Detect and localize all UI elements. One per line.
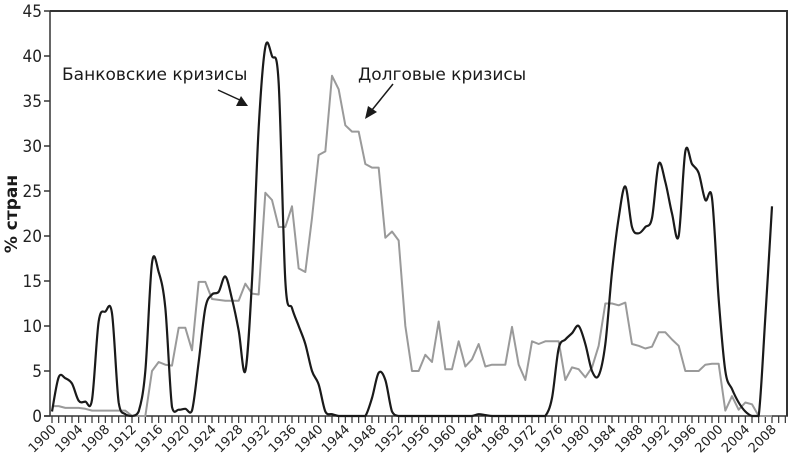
plot-frame	[44, 10, 788, 417]
arrow-icon	[236, 96, 248, 106]
x-tick-label: 2000	[692, 422, 726, 456]
x-tick-label: 1928	[212, 422, 246, 456]
x-tick-label: 1904	[52, 422, 86, 456]
annotation-banking-label: Банковские кризисы	[62, 65, 247, 85]
annotation-debt-label: Долговые кризисы	[358, 65, 526, 85]
y-tick-label: 45	[23, 2, 42, 22]
series-lines	[50, 41, 774, 418]
annotation-banking-arrow-line	[217, 89, 243, 102]
x-tick-label: 1996	[666, 422, 700, 456]
x-tick-label: 1948	[346, 422, 380, 456]
y-tick-label: 10	[23, 317, 42, 337]
x-tick-label: 1916	[132, 422, 166, 456]
x-tick-label: 1932	[239, 422, 273, 456]
x-tick-label: 1912	[106, 422, 140, 456]
arrow-icon	[365, 106, 377, 119]
y-tick-label: 0	[32, 407, 42, 427]
x-tick-label: 1992	[639, 422, 673, 456]
x-tick-label: 1988	[612, 422, 646, 456]
x-axis-ticks: 1900190419081912191619201924192819321936…	[26, 416, 786, 456]
y-tick-label: 25	[23, 182, 42, 202]
banking-crises-line	[50, 41, 774, 418]
x-tick-label: 1936	[266, 422, 300, 456]
y-axis-label: % стран	[2, 175, 22, 253]
y-tick-label: 5	[32, 362, 42, 382]
debt-crises-line	[52, 74, 772, 417]
y-tick-label: 20	[23, 227, 42, 247]
x-tick-label: 1952	[372, 422, 406, 456]
y-tick-label: 30	[23, 137, 42, 157]
y-axis-ticks: 0 5 10 15 20 25 30 35 40 45	[23, 2, 50, 427]
x-tick-label: 1900	[26, 422, 60, 456]
x-tick-label: 1976	[532, 422, 566, 456]
x-tick-label: 1944	[319, 422, 353, 456]
annotation-banking: Банковские кризисы	[62, 65, 248, 106]
annotation-debt: Долговые кризисы	[358, 65, 526, 119]
y-tick-label: 15	[23, 272, 42, 292]
x-tick-label: 1980	[559, 422, 593, 456]
x-tick-label: 1968	[479, 422, 513, 456]
annotation-debt-arrow-line	[371, 83, 394, 111]
x-tick-label: 1924	[186, 422, 220, 456]
x-tick-label: 1920	[159, 422, 193, 456]
x-tick-label: 2008	[746, 422, 780, 456]
x-tick-label: 1960	[426, 422, 460, 456]
x-tick-label: 1984	[586, 422, 620, 456]
y-tick-label: 40	[23, 47, 42, 67]
x-tick-label: 1956	[399, 422, 433, 456]
x-tick-label: 1972	[506, 422, 540, 456]
x-tick-label: 1940	[292, 422, 326, 456]
x-tick-label: 2004	[719, 422, 753, 456]
y-tick-label: 35	[23, 92, 42, 112]
x-tick-label: 1964	[452, 422, 486, 456]
x-tick-label: 1908	[79, 422, 113, 456]
